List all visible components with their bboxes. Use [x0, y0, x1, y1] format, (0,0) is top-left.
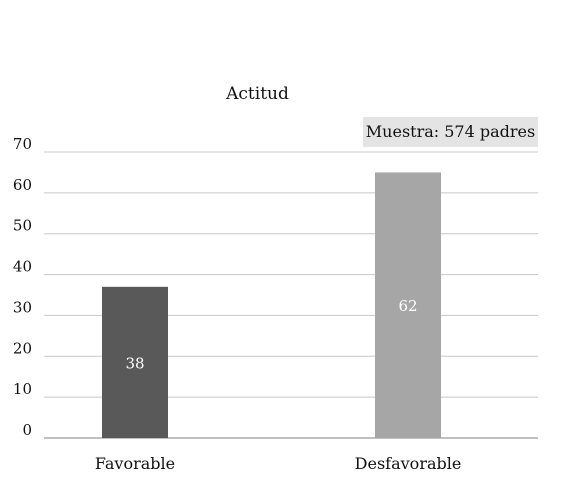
y-tick-label-0: 0	[22, 421, 32, 439]
x-tick-label-desfavorable: Desfavorable	[355, 454, 462, 473]
y-tick-label-70: 70	[13, 135, 32, 153]
sample-annotation: Muestra: 574 padres	[363, 117, 538, 147]
bar-desfavorable	[375, 172, 441, 438]
y-tick-label-50: 50	[13, 217, 32, 235]
chart-title: Actitud	[226, 84, 289, 104]
data-label-favorable: 38	[125, 354, 144, 372]
data-label-desfavorable: 62	[398, 297, 417, 315]
x-tick-label-favorable: Favorable	[95, 454, 175, 473]
y-tick-label-40: 40	[13, 258, 32, 276]
y-tick-label-10: 10	[13, 380, 32, 398]
y-tick-label-20: 20	[13, 339, 32, 357]
y-tick-label-60: 60	[13, 176, 32, 194]
y-tick-label-30: 30	[13, 298, 32, 316]
bar-favorable	[102, 286, 168, 438]
